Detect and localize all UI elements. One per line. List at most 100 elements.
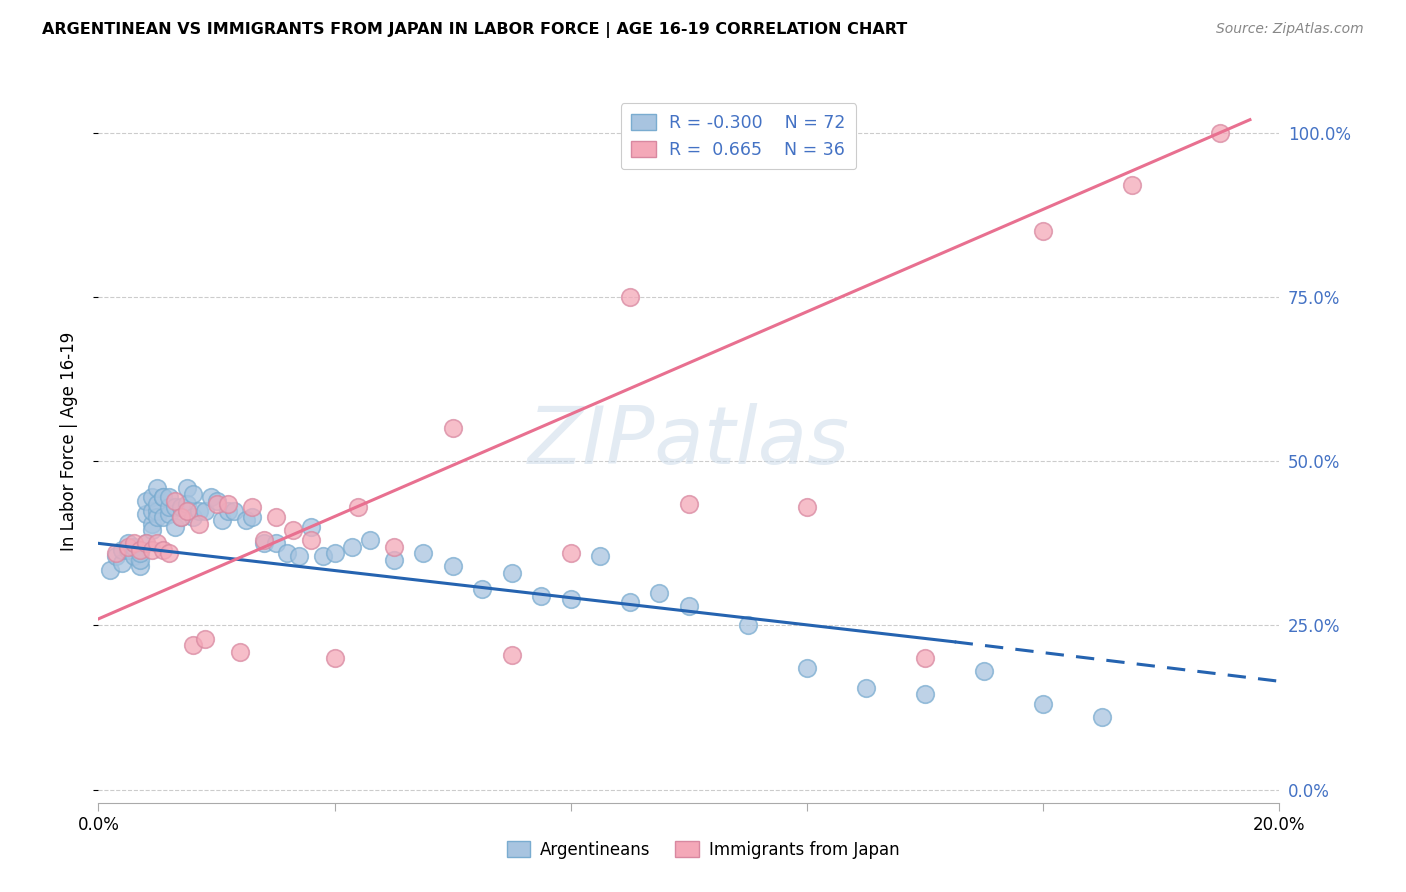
Legend: Argentineans, Immigrants from Japan: Argentineans, Immigrants from Japan xyxy=(501,835,905,866)
Point xyxy=(342,540,364,554)
Point xyxy=(288,549,311,564)
Point xyxy=(240,510,263,524)
Point xyxy=(170,510,193,524)
Point xyxy=(157,507,180,521)
Point xyxy=(501,566,523,580)
Point xyxy=(141,503,163,517)
Point xyxy=(359,533,381,547)
Point xyxy=(1209,126,1232,140)
Point xyxy=(678,497,700,511)
Point xyxy=(122,540,145,554)
Point xyxy=(648,585,671,599)
Point xyxy=(264,536,287,550)
Point xyxy=(187,503,209,517)
Point xyxy=(264,510,287,524)
Point xyxy=(146,497,169,511)
Legend: R = -0.300    N = 72, R =  0.665    N = 36: R = -0.300 N = 72, R = 0.665 N = 36 xyxy=(621,103,856,169)
Point xyxy=(200,491,222,505)
Point xyxy=(146,481,169,495)
Point xyxy=(441,421,464,435)
Point xyxy=(253,533,276,547)
Point xyxy=(914,687,936,701)
Point xyxy=(165,493,187,508)
Point xyxy=(152,542,174,557)
Point xyxy=(128,559,150,574)
Point xyxy=(205,497,228,511)
Point xyxy=(211,513,233,527)
Point xyxy=(128,553,150,567)
Point xyxy=(1121,178,1143,193)
Point xyxy=(157,500,180,515)
Point xyxy=(165,520,187,534)
Point xyxy=(105,549,128,564)
Text: ARGENTINEAN VS IMMIGRANTS FROM JAPAN IN LABOR FORCE | AGE 16-19 CORRELATION CHAR: ARGENTINEAN VS IMMIGRANTS FROM JAPAN IN … xyxy=(42,22,907,38)
Point xyxy=(157,491,180,505)
Point xyxy=(471,582,494,597)
Point xyxy=(737,618,759,632)
Point xyxy=(152,491,174,505)
Point xyxy=(1032,224,1054,238)
Point xyxy=(98,563,121,577)
Point xyxy=(170,500,193,515)
Point xyxy=(589,549,612,564)
Point xyxy=(176,497,198,511)
Point xyxy=(299,533,322,547)
Point xyxy=(105,546,128,560)
Point xyxy=(181,638,204,652)
Point xyxy=(111,542,134,557)
Point xyxy=(253,536,276,550)
Point xyxy=(382,553,405,567)
Point xyxy=(176,503,198,517)
Point xyxy=(194,632,217,646)
Point xyxy=(283,523,305,537)
Point xyxy=(224,503,246,517)
Point xyxy=(141,523,163,537)
Point xyxy=(128,546,150,560)
Point xyxy=(146,510,169,524)
Point xyxy=(796,661,818,675)
Point xyxy=(157,546,180,560)
Point xyxy=(441,559,464,574)
Point xyxy=(235,513,257,527)
Point xyxy=(205,493,228,508)
Point xyxy=(619,595,641,609)
Point xyxy=(146,503,169,517)
Point xyxy=(152,491,174,505)
Point xyxy=(323,651,346,665)
Point xyxy=(973,665,995,679)
Text: Source: ZipAtlas.com: Source: ZipAtlas.com xyxy=(1216,22,1364,37)
Point xyxy=(117,540,139,554)
Point xyxy=(796,500,818,515)
Point xyxy=(1032,698,1054,712)
Point xyxy=(1091,710,1114,724)
Point xyxy=(229,645,252,659)
Point xyxy=(240,500,263,515)
Point xyxy=(530,589,553,603)
Point xyxy=(122,536,145,550)
Point xyxy=(217,497,239,511)
Point xyxy=(187,516,209,531)
Point xyxy=(181,487,204,501)
Point xyxy=(312,549,335,564)
Point xyxy=(347,500,370,515)
Y-axis label: In Labor Force | Age 16-19: In Labor Force | Age 16-19 xyxy=(59,332,77,551)
Point xyxy=(128,542,150,557)
Point xyxy=(111,556,134,570)
Point xyxy=(135,493,157,508)
Point xyxy=(914,651,936,665)
Point xyxy=(141,542,163,557)
Point xyxy=(323,546,346,560)
Point xyxy=(122,549,145,564)
Point xyxy=(501,648,523,662)
Point xyxy=(276,546,298,560)
Point xyxy=(135,536,157,550)
Point xyxy=(117,542,139,557)
Point xyxy=(382,540,405,554)
Point xyxy=(678,599,700,613)
Point xyxy=(135,536,157,550)
Point xyxy=(181,510,204,524)
Point xyxy=(152,510,174,524)
Point xyxy=(165,500,187,515)
Point xyxy=(146,536,169,550)
Point xyxy=(217,503,239,517)
